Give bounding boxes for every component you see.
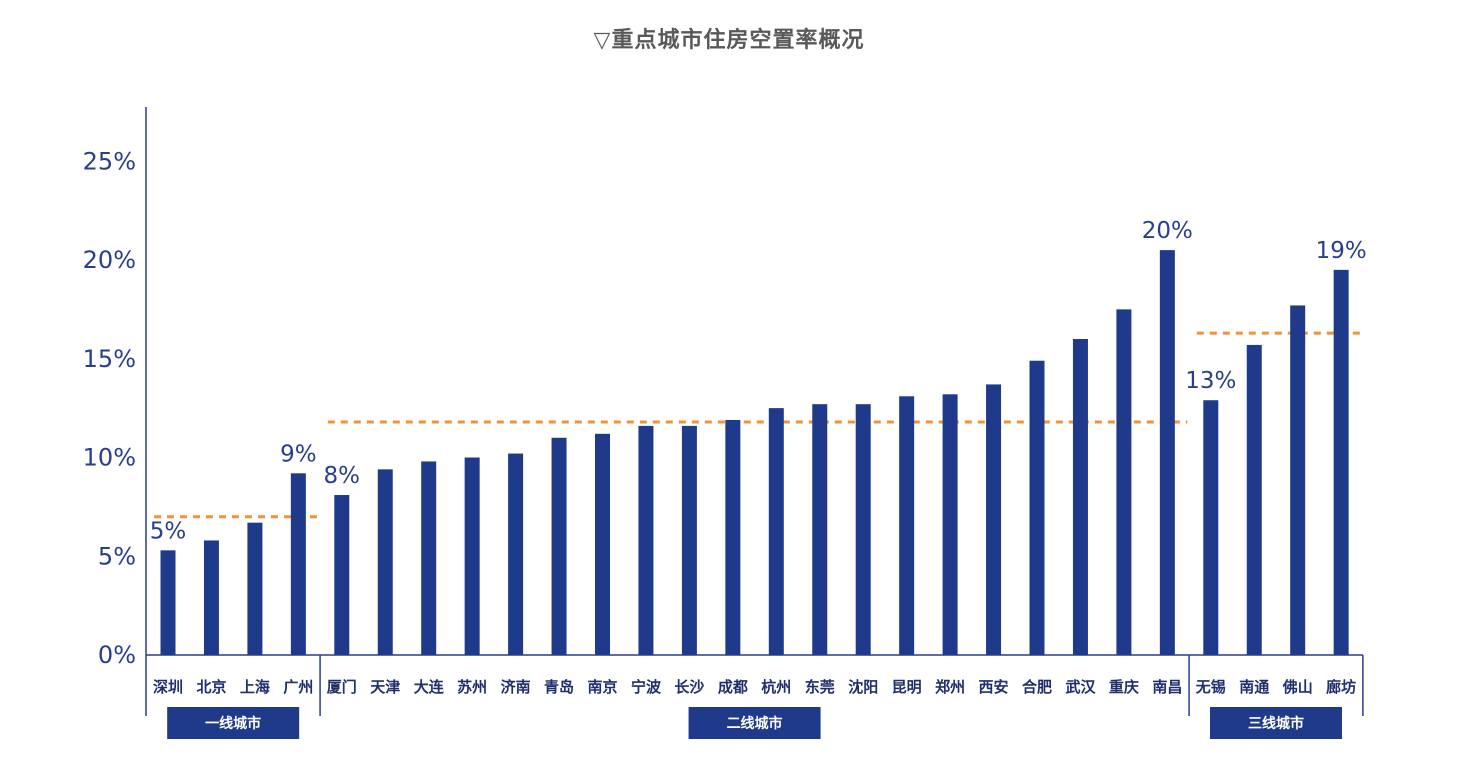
category-label: 宁波 (631, 678, 662, 696)
axes (145, 107, 1364, 716)
category-label: 佛山 (1282, 678, 1313, 696)
category-label: 南昌 (1152, 678, 1182, 696)
bar (551, 437, 567, 655)
bar (160, 550, 176, 655)
bar (421, 461, 437, 655)
y-tick-label: 5% (98, 542, 136, 570)
y-tick-label: 15% (83, 345, 136, 373)
data-label: 19% (1316, 238, 1367, 264)
bar (1029, 360, 1045, 655)
bar (812, 404, 828, 655)
bar (1290, 305, 1306, 655)
category-label: 廊坊 (1326, 678, 1356, 696)
group-label: 三线城市 (1248, 715, 1304, 732)
bar (290, 473, 306, 655)
bar (899, 396, 915, 655)
category-label: 南通 (1239, 678, 1269, 696)
category-label: 长沙 (674, 678, 704, 696)
category-label: 苏州 (457, 678, 487, 696)
data-label: 8% (324, 463, 361, 489)
bar (1333, 269, 1349, 655)
bar (768, 408, 784, 655)
bar (1072, 339, 1088, 655)
category-label: 大连 (414, 678, 445, 696)
group-label-box (688, 707, 821, 739)
bars (160, 250, 1349, 655)
bar (247, 522, 263, 655)
bar (508, 453, 524, 655)
group-label-box (1209, 707, 1342, 739)
data-labels: 5% 9% 8% 20% 13% 19% (150, 218, 1367, 544)
category-label: 武汉 (1065, 678, 1096, 696)
bar (1159, 250, 1175, 655)
bar (638, 425, 654, 655)
category-label: 合肥 (1021, 678, 1052, 696)
bar (377, 469, 393, 655)
group-label: 二线城市 (727, 715, 783, 732)
category-label: 西安 (979, 678, 1009, 696)
bar (681, 425, 697, 655)
data-label: 9% (280, 441, 317, 467)
y-tick-label: 10% (83, 444, 136, 472)
category-label: 东莞 (805, 678, 835, 696)
bar (986, 384, 1002, 655)
category-label: 沈阳 (848, 678, 878, 696)
average-lines (154, 331, 1362, 519)
category-label: 青岛 (544, 678, 574, 696)
category-label: 重庆 (1109, 678, 1139, 696)
category-label: 无锡 (1195, 678, 1226, 696)
bar (1116, 309, 1132, 655)
data-label: 13% (1185, 368, 1236, 394)
y-tick-labels: 0% 5% 10% 15% 20% 25% (83, 147, 136, 669)
bar (725, 419, 741, 655)
category-label: 厦门 (327, 678, 357, 696)
y-tick-label: 25% (83, 147, 136, 175)
bar (1203, 400, 1219, 655)
y-tick-label: 0% (98, 641, 136, 669)
bar (203, 540, 219, 655)
bar (942, 394, 958, 655)
group-label-box (167, 707, 300, 739)
category-label: 北京 (196, 678, 226, 696)
category-label: 上海 (240, 678, 270, 696)
bar (1246, 344, 1262, 655)
bar (855, 404, 871, 655)
data-label: 20% (1142, 218, 1193, 244)
bar (334, 495, 350, 655)
category-labels: 深圳 北京 上海 广州 厦门 天津 大连 苏州 济南 青岛 南京 宁波 长沙 成都 杭州 东莞 沈阳 昆明 郑州 西安… (153, 678, 1356, 696)
bar (464, 457, 480, 655)
bar (595, 433, 610, 655)
group-label: 一线城市 (205, 715, 261, 732)
data-label: 5% (150, 518, 187, 544)
category-label: 杭州 (761, 678, 791, 696)
category-label: 深圳 (153, 678, 183, 696)
category-label: 广州 (283, 678, 313, 696)
category-label: 昆明 (892, 678, 922, 696)
category-label: 郑州 (935, 678, 965, 696)
y-tick-label: 20% (83, 246, 136, 274)
category-label: 济南 (501, 678, 531, 696)
group-labels: 一线城市 二线城市 三线城市 (167, 707, 1342, 739)
category-label: 成都 (718, 678, 748, 696)
chart-title: ▽重点城市住房空置率概况 (593, 28, 865, 53)
category-label: 南京 (587, 678, 617, 696)
category-label: 天津 (370, 678, 400, 696)
